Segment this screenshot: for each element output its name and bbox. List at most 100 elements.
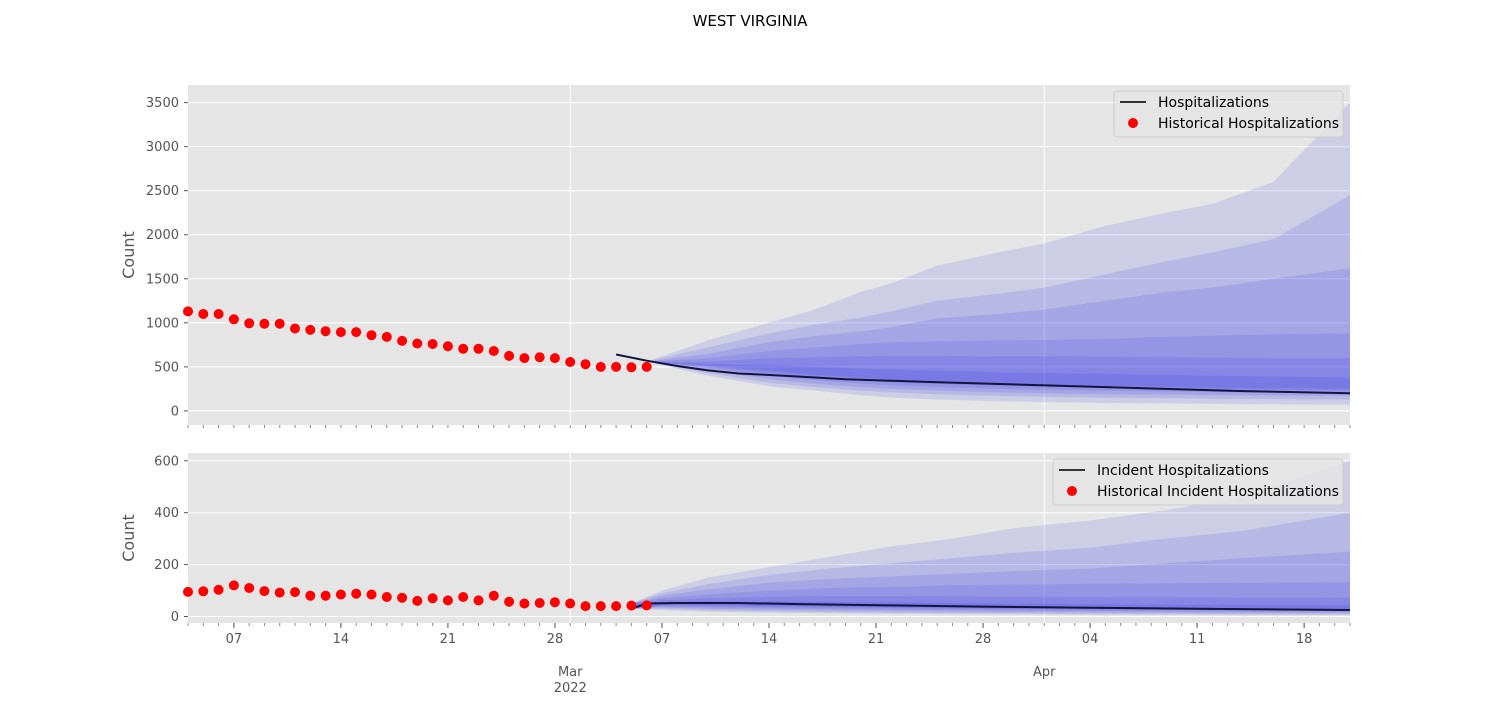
top-y-tick-label: 500 <box>154 360 179 375</box>
bottom-forecast-band-2 <box>631 512 1350 615</box>
top-y-tick-label: 0 <box>171 404 179 419</box>
top-forecast-band-1 <box>646 102 1350 405</box>
top-y-tick-label: 2500 <box>146 184 179 199</box>
x-tick-label-month: Apr <box>1033 665 1056 680</box>
top-historical-point <box>549 353 560 364</box>
top-historical-point <box>290 323 300 334</box>
bottom-legend-box <box>1052 458 1344 506</box>
x-tick-label-day: 21 <box>868 632 885 647</box>
top-historical-point <box>228 314 239 325</box>
x-tick-label-day: 04 <box>1082 632 1099 647</box>
top-y-tick-label: 3500 <box>146 96 179 111</box>
bottom-historical-point <box>335 589 346 600</box>
bottom-forecast-band-3 <box>631 551 1350 614</box>
bottom-historical-point <box>580 601 591 612</box>
bottom-y-axis-label: Count <box>119 514 138 562</box>
top-historical-point <box>580 359 591 370</box>
x-tick-label-day: 21 <box>440 632 457 647</box>
bottom-historical-point <box>412 595 423 606</box>
top-historical-point <box>534 352 545 363</box>
bottom-historical-point <box>381 592 392 602</box>
x-tick-label-month: Mar <box>558 665 583 680</box>
bottom-y-tick-label: 600 <box>154 454 179 469</box>
bottom-legend-marker-swatch <box>1067 486 1077 496</box>
bottom-forecast-band-5 <box>631 596 1350 611</box>
top-historical-point <box>198 309 209 319</box>
top-forecast-band-6 <box>646 361 1350 389</box>
bottom-historical-point <box>488 590 499 601</box>
top-forecast-band-5 <box>646 355 1350 391</box>
bottom-historical-point <box>611 601 622 612</box>
bottom-y-tick-label: 200 <box>154 558 179 573</box>
bottom-historical-point <box>244 583 255 593</box>
bottom-historical-point <box>595 601 606 612</box>
top-y-axis-label: Count <box>119 231 138 279</box>
bottom-historical-point <box>626 600 637 611</box>
top-historical-point <box>213 309 224 319</box>
top-historical-point <box>320 326 331 337</box>
top-historical-point <box>595 361 606 372</box>
bottom-historical-point <box>442 595 453 606</box>
x-tick-label-day: 28 <box>547 632 564 647</box>
top-historical-point <box>611 361 622 372</box>
top-historical-point <box>381 331 392 342</box>
top-historical-point <box>442 341 453 352</box>
hospitalizations-panel: 0 500 1000 1500 2000 2500 3000 3500 Count Hospita… <box>119 85 1351 428</box>
top-legend-box <box>1113 90 1344 138</box>
top-legend-label-line: Hospitalizations <box>1158 95 1269 111</box>
x-tick-label-day: 07 <box>226 632 243 647</box>
top-historical-point <box>351 327 362 338</box>
top-median-line <box>615 353 1350 395</box>
bottom-historical-point <box>534 598 545 608</box>
bottom-historical-point <box>305 590 316 601</box>
bottom-legend-label-line: Incident Hospitalizations <box>1097 463 1269 479</box>
top-legend: Hospitalizations Historical Hospitalizati… <box>1113 90 1344 138</box>
top-forecast-band-2 <box>646 195 1350 400</box>
bottom-historical-point <box>565 598 576 609</box>
bottom-historical-point <box>458 592 469 602</box>
figure-title: WEST VIRGINIA <box>693 12 809 30</box>
top-historical-points <box>183 306 652 373</box>
bottom-historical-point <box>473 595 484 606</box>
top-plot-content <box>615 102 1350 405</box>
top-historical-point <box>183 306 193 317</box>
x-tick-label-day: 14 <box>761 632 778 647</box>
bottom-historical-point <box>427 593 438 604</box>
top-historical-point <box>412 338 423 349</box>
bottom-historical-point <box>290 587 300 598</box>
top-historical-point <box>427 339 438 349</box>
top-historical-point <box>244 318 255 329</box>
top-historical-point <box>335 327 346 338</box>
top-y-tick-label: 1000 <box>146 316 179 331</box>
bottom-historical-point <box>274 587 285 598</box>
top-historical-point <box>305 324 316 335</box>
bottom-plot-content <box>631 460 1350 616</box>
bottom-historical-point <box>504 596 515 607</box>
top-historical-point <box>366 330 377 341</box>
top-historical-point <box>626 362 637 373</box>
bottom-historical-point <box>320 590 331 601</box>
top-legend-marker-swatch <box>1128 118 1138 128</box>
x-tick-label-day: 28 <box>975 632 992 647</box>
bottom-median-line <box>631 602 1350 611</box>
top-historical-point <box>641 361 652 372</box>
bottom-y-tick-label: 0 <box>171 610 179 625</box>
bottom-legend-label-scatter: Historical Incident Hospitalizations <box>1097 484 1339 500</box>
bottom-historical-point <box>351 588 362 599</box>
bottom-historical-point <box>519 598 530 609</box>
top-forecast-band-3 <box>646 268 1350 396</box>
bottom-historical-point <box>198 586 209 597</box>
x-tick-label-day: 18 <box>1296 632 1313 647</box>
top-historical-point <box>519 353 530 364</box>
bottom-historical-point <box>213 584 224 595</box>
x-tick-label-day: 14 <box>333 632 350 647</box>
bottom-historical-point <box>549 597 560 608</box>
bottom-historical-point <box>641 600 652 611</box>
top-y-tick-label: 2000 <box>146 228 179 243</box>
bottom-historical-point <box>397 592 408 603</box>
top-historical-point <box>397 335 408 346</box>
top-y-tick-label: 1500 <box>146 272 179 287</box>
top-plot-background <box>188 85 1350 425</box>
